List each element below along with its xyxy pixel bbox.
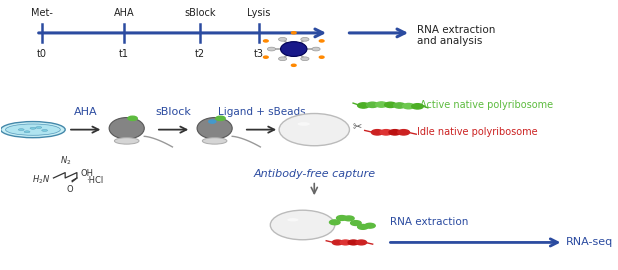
Circle shape xyxy=(356,240,366,245)
Ellipse shape xyxy=(281,42,307,56)
Circle shape xyxy=(394,103,405,108)
Circle shape xyxy=(389,130,400,135)
Circle shape xyxy=(340,240,351,245)
Circle shape xyxy=(320,40,324,42)
Text: t3: t3 xyxy=(253,49,264,59)
Circle shape xyxy=(209,120,216,123)
Ellipse shape xyxy=(1,122,65,138)
Text: sBlock: sBlock xyxy=(184,8,216,18)
Ellipse shape xyxy=(202,138,227,144)
Text: Ligand + sBeads: Ligand + sBeads xyxy=(218,107,305,117)
Text: OH: OH xyxy=(80,169,93,178)
Circle shape xyxy=(292,64,296,66)
Text: Antibody-free capture: Antibody-free capture xyxy=(253,169,375,179)
Ellipse shape xyxy=(24,131,30,133)
Text: $N_2$: $N_2$ xyxy=(61,155,72,167)
Ellipse shape xyxy=(6,124,61,135)
Ellipse shape xyxy=(114,138,139,144)
Ellipse shape xyxy=(287,218,298,221)
Circle shape xyxy=(384,102,396,107)
Circle shape xyxy=(358,103,369,108)
Circle shape xyxy=(365,223,375,228)
Ellipse shape xyxy=(109,117,144,139)
Ellipse shape xyxy=(297,122,310,126)
Circle shape xyxy=(403,103,414,109)
Circle shape xyxy=(380,130,392,135)
Text: Active native polyribosome: Active native polyribosome xyxy=(420,100,553,110)
Text: t0: t0 xyxy=(36,49,47,59)
Circle shape xyxy=(216,116,225,120)
Circle shape xyxy=(279,113,349,146)
Circle shape xyxy=(128,116,137,120)
Ellipse shape xyxy=(42,130,48,131)
Ellipse shape xyxy=(36,127,42,129)
Circle shape xyxy=(329,220,340,225)
Circle shape xyxy=(412,104,423,109)
Text: O: O xyxy=(67,185,73,194)
Text: Lysis: Lysis xyxy=(247,8,270,18)
Circle shape xyxy=(292,32,296,34)
Ellipse shape xyxy=(197,117,232,139)
Circle shape xyxy=(268,47,276,51)
Text: Idle native polyribosome: Idle native polyribosome xyxy=(417,127,538,137)
Circle shape xyxy=(301,38,309,41)
Text: sBlock: sBlock xyxy=(156,107,192,117)
Circle shape xyxy=(344,216,354,221)
Text: RNA extraction: RNA extraction xyxy=(391,217,469,227)
Ellipse shape xyxy=(30,127,36,129)
Text: $H_2N$: $H_2N$ xyxy=(32,173,51,185)
Circle shape xyxy=(348,240,358,245)
Circle shape xyxy=(320,56,324,58)
Text: AHA: AHA xyxy=(114,8,134,18)
Circle shape xyxy=(398,130,410,135)
Circle shape xyxy=(371,130,383,135)
Text: ·HCl: ·HCl xyxy=(86,176,103,185)
Circle shape xyxy=(358,224,368,229)
Text: t2: t2 xyxy=(195,49,205,59)
Circle shape xyxy=(376,102,387,107)
Text: AHA: AHA xyxy=(74,107,98,117)
Circle shape xyxy=(263,56,268,58)
Circle shape xyxy=(270,210,335,240)
Circle shape xyxy=(332,240,343,245)
Circle shape xyxy=(301,57,309,61)
Circle shape xyxy=(337,215,347,220)
Text: RNA extraction
and analysis: RNA extraction and analysis xyxy=(417,25,495,46)
Circle shape xyxy=(279,57,287,61)
Circle shape xyxy=(279,38,287,41)
Circle shape xyxy=(263,40,268,42)
Text: ✂: ✂ xyxy=(352,122,362,132)
Text: Met-: Met- xyxy=(31,8,53,18)
Circle shape xyxy=(312,47,320,51)
Circle shape xyxy=(350,221,361,225)
Ellipse shape xyxy=(19,129,24,131)
Text: t1: t1 xyxy=(119,49,129,59)
Text: RNA-seq: RNA-seq xyxy=(566,237,614,247)
Circle shape xyxy=(366,102,378,107)
